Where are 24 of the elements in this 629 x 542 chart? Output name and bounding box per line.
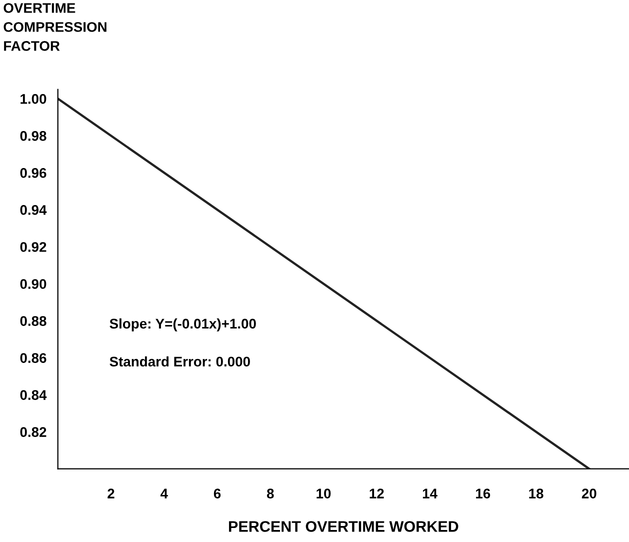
- y-tick-label: 0.82: [20, 427, 46, 437]
- y-tick-label: 0.98: [20, 131, 46, 141]
- y-tick-label: 1.00: [20, 94, 46, 104]
- x-tick-label: 2: [108, 488, 114, 498]
- y-tick-label: 0.94: [20, 205, 47, 215]
- y-tick-label: 0.88: [20, 316, 46, 326]
- y-tick-label: 0.90: [20, 279, 46, 289]
- x-tick-label: 20: [582, 488, 596, 498]
- x-tick-label: 18: [529, 488, 544, 498]
- x-tick-label: 8: [266, 488, 274, 498]
- y-tick-label: 0.86: [20, 353, 46, 363]
- y-tick-label: 0.92: [20, 242, 46, 252]
- x-tick-label: 14: [422, 488, 438, 498]
- annotation: Standard Error: 0.000: [110, 356, 250, 367]
- y-axis-title: OVERTIME COMPRESSION FACTOR: [4, 3, 106, 51]
- x-tick-label: 16: [476, 488, 490, 498]
- x-tick-label: 10: [316, 488, 331, 498]
- x-axis-title: PERCENT OVERTIME WORKED: [229, 521, 458, 532]
- x-tick-label: 6: [214, 488, 221, 498]
- y-tick-label: 0.96: [20, 168, 46, 178]
- annotation: Slope: Y=(-0.01x)+1.00: [110, 318, 256, 332]
- x-tick-label: 12: [370, 488, 384, 498]
- y-tick-label: 0.84: [20, 390, 47, 400]
- x-tick-label: 4: [160, 488, 168, 498]
